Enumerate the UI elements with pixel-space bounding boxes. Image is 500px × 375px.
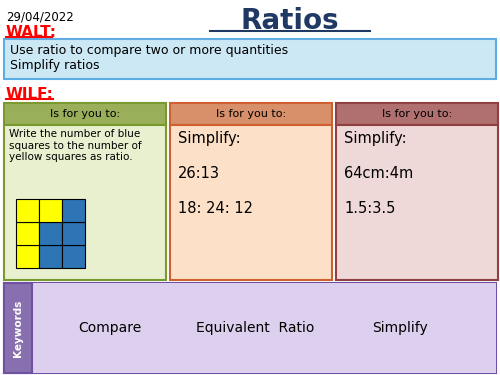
Text: Simplify: Simplify	[372, 321, 428, 335]
Text: Simplify:

26:13

18: 24: 12: Simplify: 26:13 18: 24: 12	[178, 131, 253, 216]
Text: 29/04/2022: 29/04/2022	[6, 11, 74, 24]
Bar	[32, 283, 496, 373]
Bar	[39, 222, 62, 245]
Bar	[16, 222, 39, 245]
Bar	[4, 39, 496, 79]
Text: Compare: Compare	[78, 321, 142, 335]
Bar	[170, 103, 332, 125]
Bar	[4, 125, 166, 280]
Text: Is for you to:: Is for you to:	[216, 109, 286, 119]
Text: Simplify:

64cm:4m

1.5:3.5: Simplify: 64cm:4m 1.5:3.5	[344, 131, 413, 216]
Text: WILF:: WILF:	[6, 87, 54, 102]
Text: Ratios: Ratios	[240, 7, 340, 35]
Bar	[4, 103, 166, 125]
Bar	[4, 283, 496, 373]
Bar	[336, 125, 498, 280]
Text: WALT:: WALT:	[6, 25, 57, 40]
Bar	[39, 199, 62, 222]
Bar	[4, 283, 32, 373]
Text: Write the number of blue
squares to the number of
yellow squares as ratio.: Write the number of blue squares to the …	[9, 129, 141, 162]
Bar	[16, 245, 39, 268]
Text: Use ratio to compare two or more quantities
Simplify ratios: Use ratio to compare two or more quantit…	[10, 44, 288, 72]
Bar	[170, 125, 332, 280]
Text: Equivalent  Ratio: Equivalent Ratio	[196, 321, 314, 335]
Bar	[336, 103, 498, 125]
Bar	[39, 245, 62, 268]
Text: Is for you to:: Is for you to:	[50, 109, 120, 119]
Bar	[62, 222, 85, 245]
Text: Is for you to:: Is for you to:	[382, 109, 452, 119]
Bar	[16, 199, 39, 222]
Bar	[62, 199, 85, 222]
Text: Keywords: Keywords	[13, 299, 23, 357]
Bar	[62, 245, 85, 268]
